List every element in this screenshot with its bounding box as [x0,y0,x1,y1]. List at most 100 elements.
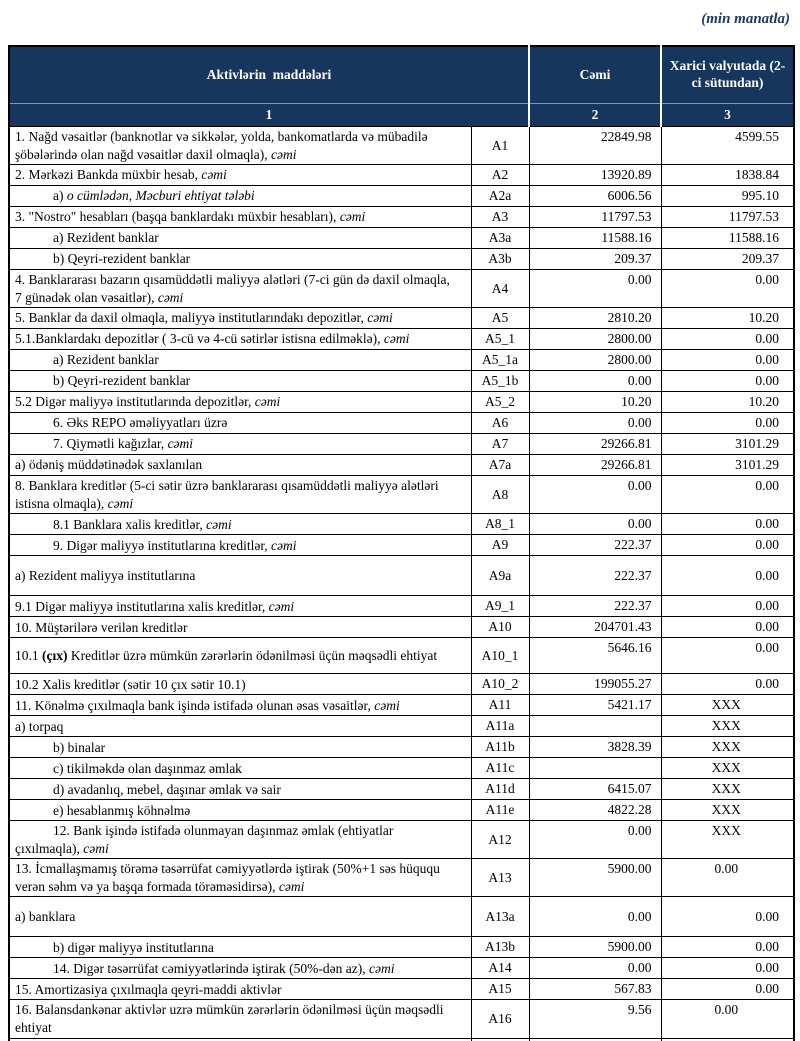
value-foreign-currency: 995.10 [660,185,795,208]
item-code: A11d [470,778,530,801]
item-label: 3. "Nostro" hesabları (başqa banklardakı… [8,206,472,229]
value-total: 11588.16 [528,227,662,250]
value-foreign-currency: XXX [660,694,795,717]
item-label: 7. Qiymətli kağızlar, cəmi [8,433,472,456]
item-code: A11b [470,736,530,759]
table-row: b) digər maliyyə institutlarına A13b 5900.… [8,936,795,959]
value-foreign-currency: 1838.84 [660,164,795,187]
table-row: b) binalar A11b 3828.39 XXX [8,736,795,759]
value-total: 6415.07 [528,778,662,801]
item-label: 15. Amortizasiya çıxılmaqla qeyri-maddi … [8,978,472,1001]
item-code: A3b [470,248,530,271]
item-label: 12. Bank işində istifadə olunmayan daşın… [8,820,472,860]
item-label: 9.1 Digər maliyyə institutlarına xalis k… [8,595,472,618]
value-total: 5421.17 [528,694,662,717]
item-code: A10_2 [470,673,530,696]
table-row: 2. Mərkəzi Bankda müxbir hesab, cəmi A2 13… [8,164,795,187]
header-foreign-currency-column: Xarici valyutada (2-ci sütundan) [660,46,794,104]
table-row: 10.2 Xalis kreditlər (sətir 10 çıx sətir… [8,673,795,696]
value-foreign-currency: 0.00 [660,595,795,618]
item-code: A8 [470,475,530,515]
value-foreign-currency: 11797.53 [660,206,795,229]
item-code: A13a [470,896,530,938]
item-code: A9 [470,534,530,557]
item-code: A9a [470,555,530,597]
table-row: 15. Amortizasiya çıxılmaqla qeyri-maddi … [8,978,795,1001]
value-foreign-currency: 0.00 [660,957,795,980]
table-row: 5. Banklar da daxil olmaqla, maliyyə ins… [8,307,795,330]
header-items-column: Aktivlərin maddələri [9,46,529,104]
value-total: 2810.20 [528,307,662,330]
item-label: a) ödəniş müddətinədək saxlanılan [8,454,472,477]
value-foreign-currency: 0.00 [660,370,795,393]
value-foreign-currency: 0.00 [660,412,795,435]
value-foreign-currency: 0.00 [660,349,795,372]
item-label: b) Qeyri-rezident banklar [8,248,472,271]
table-row: 5.2 Digər maliyyə institutlarında depozi… [8,391,795,414]
table-row: a) ödəniş müddətinədək saxlanılan A7a 2926… [8,454,795,477]
unit-note: (min manatla) [701,11,790,27]
item-code: A7a [470,454,530,477]
value-foreign-currency: XXX [660,736,795,759]
table-row: 1. Nağd vəsaitlər (banknotlar və sikkələ… [8,125,795,166]
value-foreign-currency: 11588.16 [660,227,795,250]
table-row: d) avadanlıq, mebel, daşınar əmlak və sa… [8,778,795,801]
item-label: a) torpaq [8,715,472,738]
value-total: 10.20 [528,391,662,414]
value-foreign-currency: 0.00 [660,999,795,1039]
item-code: A8_1 [470,513,530,536]
item-code: A9_1 [470,595,530,618]
header-total-column: Cəmi [528,46,661,104]
value-total: 0.00 [528,820,662,860]
item-label: a) Rezident banklar [8,227,472,250]
value-total: 222.37 [528,595,662,618]
table-row: 16. Balansdankənar aktivlər uzrə mümkün … [8,999,795,1039]
value-total: 29266.81 [528,454,662,477]
item-label: 2. Mərkəzi Bankda müxbir hesab, cəmi [8,164,472,187]
value-total [528,757,662,780]
item-code: A4 [470,269,530,309]
table-row: 4. Banklararası bazarın qısamüddətli mal… [8,269,795,309]
item-label: 1. Nağd vəsaitlər (banknotlar və sikkələ… [8,125,472,166]
item-code: A5_1b [470,370,530,393]
value-total: 204701.43 [528,616,662,639]
item-code: A11 [470,694,530,717]
value-foreign-currency: 3101.29 [660,433,795,456]
value-total: 222.37 [528,555,662,597]
value-foreign-currency: 0.00 [660,936,795,959]
table-row: a) Rezident maliyyə institutlarına A9a 222… [8,555,795,597]
value-foreign-currency: 0.00 [660,616,795,639]
item-code: A12 [470,820,530,860]
value-total: 22849.98 [528,125,662,166]
item-code: A15 [470,978,530,1001]
item-label: 10.2 Xalis kreditlər (sətir 10 çıx sətir… [8,673,472,696]
item-label: 10. Müştərilərə verilən kreditlər [8,616,472,639]
item-label: 16. Balansdankənar aktivlər uzrə mümkün … [8,999,472,1039]
column-number-1: 1 [9,103,529,127]
value-foreign-currency: 512.68 [660,1037,795,1041]
value-total: 4822.28 [528,799,662,822]
table-row: 14. Digər təsərrüfat cəmiyyətlərində işt… [8,957,795,980]
assets-table: Aktivlərin maddələri Cəmi Xarici valyuta… [8,45,795,1041]
value-total: 5646.16 [528,637,662,675]
value-total: 0.00 [528,957,662,980]
item-label: 8. Banklara kreditlər (5-ci sətir üzrə b… [8,475,472,515]
value-total: 2800.00 [528,349,662,372]
value-foreign-currency: 10.20 [660,307,795,330]
table-row: 5.1.Banklardakı depozitlər ( 3-cü və 4-c… [8,328,795,351]
value-total: 0.00 [528,269,662,309]
table-row: 8. Banklara kreditlər (5-ci sətir üzrə b… [8,475,795,515]
item-label: 8.1 Banklara xalis kreditlər, cəmi [8,513,472,536]
table-row: b) Qeyri-rezident banklar A3b 209.37 209.37 [8,248,795,271]
table-row: a) o cümlədən, Məcburi ehtiyat tələbi A2a… [8,185,795,208]
table-row: 9.1 Digər maliyyə institutlarına xalis k… [8,595,795,618]
item-label: e) hesablanmış köhnəlmə [8,799,472,822]
table-row: 8.1 Banklara xalis kreditlər, cəmi A8_1 0.… [8,513,795,536]
item-code: A1 [470,125,530,166]
column-number-row: 1 2 3 [9,103,794,127]
value-foreign-currency: 10.20 [660,391,795,414]
table-row: 10. Müştərilərə verilən kreditlər A10 2047… [8,616,795,639]
item-code: A5 [470,307,530,330]
table-row: e) hesablanmış köhnəlmə A11e 4822.28 XXX [8,799,795,822]
